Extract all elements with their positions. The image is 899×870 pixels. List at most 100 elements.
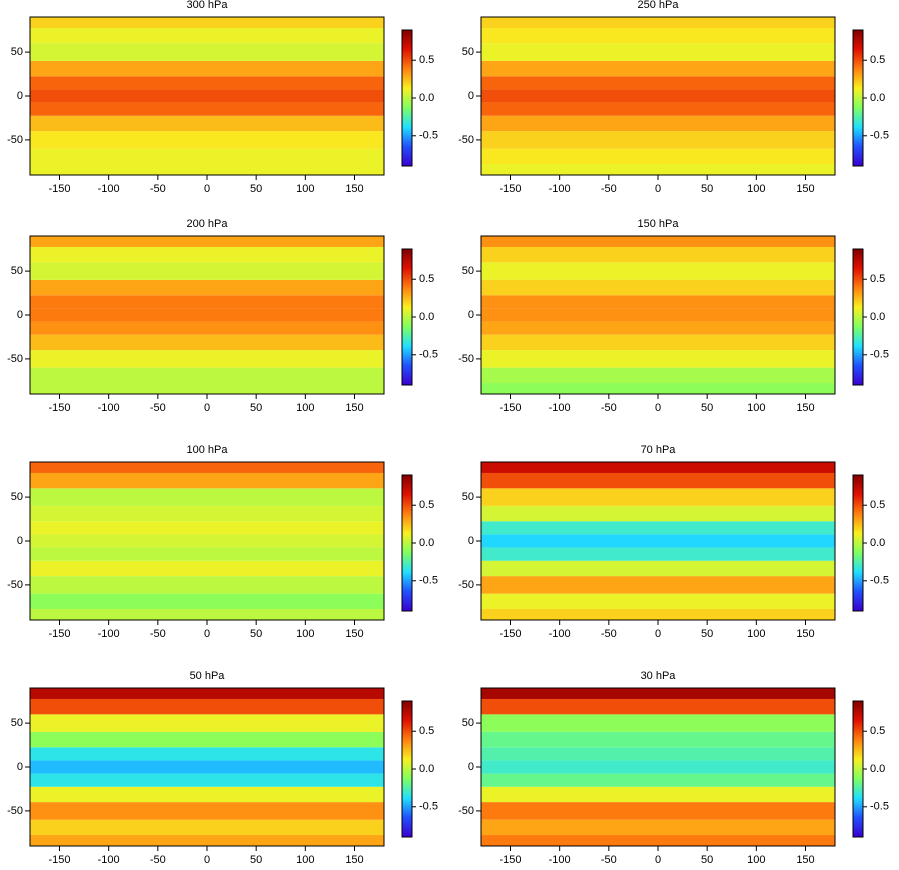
x-tick-label: -150 <box>48 183 70 195</box>
x-tick-label: 0 <box>655 183 661 195</box>
y-tick-label: 50 <box>11 717 23 729</box>
colorbar-tick-label: 0.0 <box>870 311 885 323</box>
y-tick-label: -50 <box>458 805 474 817</box>
lat-band <box>481 488 835 506</box>
x-tick-label: 0 <box>204 628 210 640</box>
colorbar-tick-label: 0.5 <box>419 499 434 511</box>
x-tick-label: -50 <box>601 183 617 195</box>
lat-band <box>30 521 384 535</box>
colorbar-tick-label: 0.5 <box>870 725 885 737</box>
x-tick-label: 150 <box>345 183 363 195</box>
x-tick-label: 150 <box>345 402 363 414</box>
lat-band <box>481 308 835 322</box>
x-tick-label: -100 <box>98 854 120 865</box>
x-tick-label: 100 <box>296 854 314 865</box>
lat-band <box>30 308 384 322</box>
lat-band <box>481 802 835 820</box>
lat-band <box>481 786 835 803</box>
panel-title: 150 hPa <box>638 218 680 230</box>
lat-band <box>30 236 384 247</box>
lat-band <box>481 714 835 732</box>
lat-band <box>481 773 835 787</box>
colorbar-tick-label: 0.0 <box>419 537 434 549</box>
lat-band <box>30 321 384 335</box>
lat-band <box>481 731 835 748</box>
lat-band <box>30 819 384 836</box>
lat-band <box>30 576 384 594</box>
colorbar <box>401 29 413 167</box>
colorbar-tick-label: 0.5 <box>870 499 885 511</box>
y-tick-label: -50 <box>7 805 23 817</box>
y-tick-label: 50 <box>11 265 23 277</box>
x-tick-label: 0 <box>655 628 661 640</box>
x-tick-label: -50 <box>150 402 166 414</box>
x-tick-label: 50 <box>250 854 262 865</box>
y-tick-label: -50 <box>458 353 474 365</box>
colorbar-tick-label: 0.0 <box>419 763 434 775</box>
lat-band <box>481 609 835 620</box>
lat-band <box>481 688 835 699</box>
y-tick-label: 50 <box>11 491 23 503</box>
lat-band <box>481 279 835 296</box>
colorbar-tick-label: 0.5 <box>419 54 434 66</box>
lat-band <box>481 334 835 351</box>
y-tick-label: 50 <box>462 46 474 58</box>
x-tick-label: 0 <box>204 402 210 414</box>
x-tick-label: -150 <box>499 183 521 195</box>
lat-band <box>481 262 835 280</box>
lat-band <box>30 534 384 548</box>
lat-band <box>481 819 835 836</box>
panel-title: 100 hPa <box>187 444 229 456</box>
panel-title: 200 hPa <box>187 218 229 230</box>
lat-band <box>30 102 384 116</box>
lat-band <box>30 383 384 394</box>
lat-band <box>30 462 384 473</box>
x-tick-label: 100 <box>296 402 314 414</box>
colorbar-tick-label: -0.5 <box>870 349 889 361</box>
y-tick-label: 50 <box>462 265 474 277</box>
colorbar <box>852 29 864 167</box>
x-tick-label: 0 <box>204 183 210 195</box>
x-tick-label: -50 <box>150 183 166 195</box>
x-tick-label: 50 <box>701 628 713 640</box>
colorbar-tick-label: 0.5 <box>419 273 434 285</box>
x-tick-label: 50 <box>250 628 262 640</box>
colorbar <box>401 248 413 386</box>
panel-title: 250 hPa <box>638 0 680 11</box>
y-tick-label: 0 <box>17 90 23 102</box>
lat-band <box>481 27 835 44</box>
lat-band <box>30 17 384 28</box>
y-tick-label: -50 <box>458 579 474 591</box>
lat-band <box>481 115 835 132</box>
x-tick-label: 50 <box>250 402 262 414</box>
y-tick-label: -50 <box>7 353 23 365</box>
lat-band <box>30 334 384 351</box>
lat-band <box>30 698 384 715</box>
lat-band <box>30 43 384 61</box>
lat-band <box>30 279 384 296</box>
x-tick-label: -50 <box>601 854 617 865</box>
y-tick-label: 50 <box>11 46 23 58</box>
lat-band <box>30 802 384 820</box>
lat-band <box>30 148 384 165</box>
lat-band <box>481 102 835 116</box>
x-tick-label: 150 <box>796 854 814 865</box>
lat-band <box>30 731 384 748</box>
colorbar-tick-label: -0.5 <box>419 130 438 142</box>
lat-band <box>481 835 835 846</box>
lat-band <box>30 164 384 175</box>
x-tick-label: 100 <box>747 183 765 195</box>
lat-band <box>481 76 835 90</box>
x-tick-label: -100 <box>549 183 571 195</box>
x-tick-label: 100 <box>747 854 765 865</box>
x-tick-label: 100 <box>747 628 765 640</box>
x-tick-label: 50 <box>701 183 713 195</box>
lat-band <box>30 760 384 774</box>
y-tick-label: 0 <box>17 309 23 321</box>
y-tick-label: -50 <box>7 134 23 146</box>
x-tick-label: 150 <box>345 854 363 865</box>
lat-band <box>481 164 835 175</box>
lat-band <box>481 295 835 309</box>
y-tick-label: 0 <box>468 309 474 321</box>
